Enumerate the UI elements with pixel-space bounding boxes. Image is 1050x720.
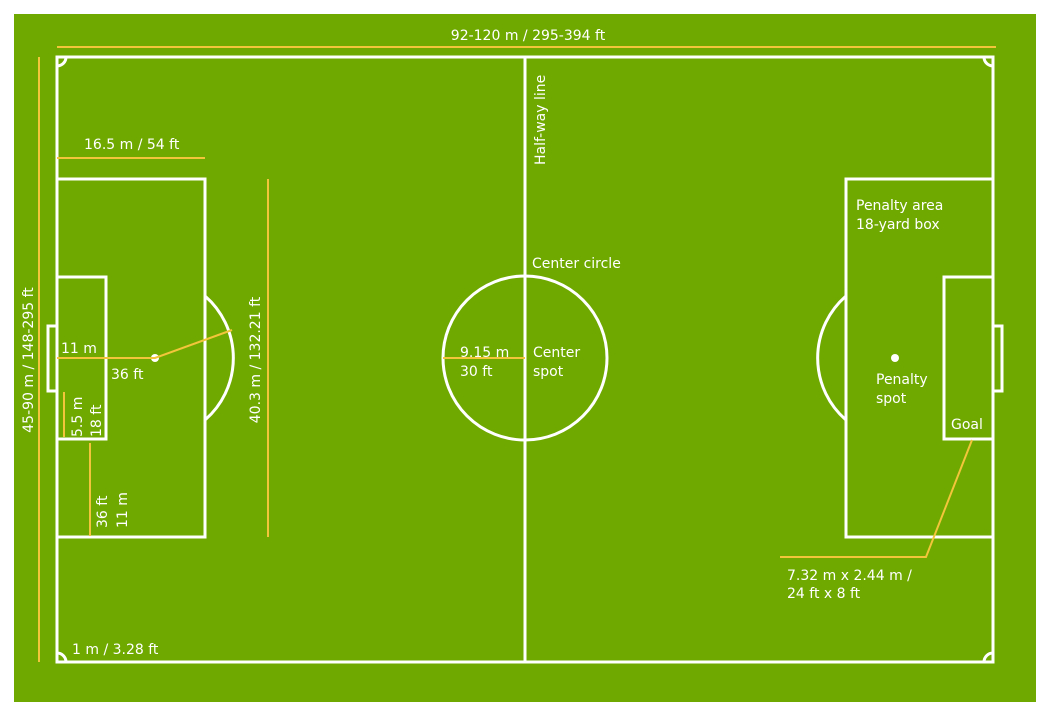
penalty-spot-dimension	[57, 329, 233, 359]
penalty-spot-label: Penalty	[876, 372, 928, 388]
right-penalty-arc	[816, 294, 847, 422]
penalty-spot-ft-label: 36 ft	[111, 367, 144, 383]
dimension-lines	[38, 46, 996, 662]
center-spot-label: Center	[533, 345, 580, 361]
length-label: 92-120 m / 295-394 ft	[451, 28, 606, 44]
corner-arc	[982, 651, 994, 663]
corner-arc	[56, 56, 68, 68]
corner-label: 1 m / 3.28 ft	[72, 642, 159, 658]
goal-label: Goal	[951, 417, 983, 433]
goal-size-label: 7.32 m x 2.44 m /	[787, 568, 912, 584]
left-penalty-arc	[204, 294, 235, 422]
center-circle-label: Center circle	[532, 256, 621, 272]
right-penalty-spot	[891, 354, 899, 362]
penalty-area-label-2: 18-yard box	[856, 217, 940, 233]
goal-post-ft-label: 36 ft	[95, 495, 111, 528]
penalty-spot-label-2: spot	[876, 391, 907, 407]
penalty-width-label: 40.3 m / 132.21 ft	[248, 296, 264, 423]
penalty-area-label: Penalty area	[856, 198, 943, 214]
width-label: 45-90 m / 148-295 ft	[21, 287, 37, 433]
center-spot-label-2: spot	[533, 364, 564, 380]
goal-size-leader	[780, 439, 973, 558]
corner-arc	[982, 56, 994, 68]
penalty-spot-m-label: 11 m	[61, 341, 97, 357]
right-goal	[991, 324, 1004, 393]
goal-area-m-label: 5.5 m	[70, 397, 86, 437]
penalty-depth-label: 16.5 m / 54 ft	[84, 137, 180, 153]
goal-size-label-2: 24 ft x 8 ft	[787, 586, 861, 602]
corner-arc	[56, 651, 68, 663]
halfway-label: Half-way line	[533, 75, 549, 165]
radius-m-label: 9.15 m	[460, 345, 509, 361]
goal-post-m-label: 11 m	[115, 492, 131, 528]
goal-area-ft-label: 18 ft	[89, 404, 105, 437]
radius-ft-label: 30 ft	[460, 364, 493, 380]
pitch-lines	[46, 55, 1004, 664]
